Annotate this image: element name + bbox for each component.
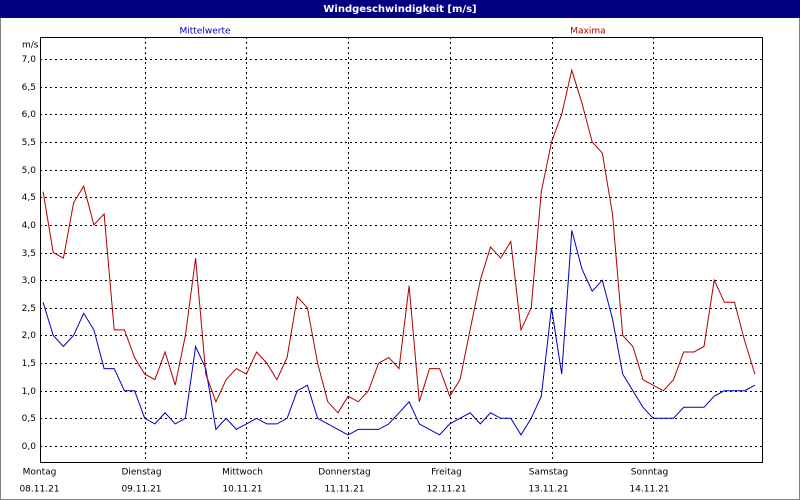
y-tick-label: 5,5	[22, 138, 36, 148]
y-axis-label: m/s	[22, 41, 39, 51]
x-tick-label: Mittwoch	[222, 468, 263, 478]
x-tick-label: Freitag	[431, 468, 462, 478]
y-tick-label: 4,5	[22, 193, 36, 203]
y-tick-label: 4,0	[22, 221, 37, 231]
series-label: Maxima	[570, 27, 605, 37]
plot-area	[40, 37, 763, 463]
x-tick-label: Samstag	[529, 468, 568, 478]
x-tick-label: Sonntag	[631, 468, 668, 478]
y-tick-label: 1,0	[22, 387, 37, 397]
y-tick-label: 5,0	[22, 166, 37, 176]
series-line	[42, 68, 756, 414]
y-tick-label: 3,5	[22, 249, 36, 259]
x-tick-date: 12.11.21	[426, 485, 466, 495]
series-line	[42, 230, 756, 436]
y-tick-label: 2,0	[22, 331, 37, 341]
chart-title: Windgeschwindigkeit [m/s]	[323, 4, 476, 15]
y-tick-label: 0,5	[22, 414, 36, 424]
x-tick-date: 11.11.21	[324, 485, 364, 495]
y-tick-label: 7,0	[22, 55, 37, 65]
y-tick-label: 1,5	[22, 359, 36, 369]
x-tick-date: 10.11.21	[222, 485, 262, 495]
x-tick-label: Dienstag	[121, 468, 161, 478]
y-tick-label: 6,0	[22, 110, 37, 120]
y-tick-label: 6,5	[22, 83, 36, 93]
title-bar	[0, 0, 800, 18]
x-tick-date: 13.11.21	[528, 485, 568, 495]
x-tick-date: 08.11.21	[19, 485, 59, 495]
y-tick-label: 2,5	[22, 304, 36, 314]
x-tick-date: 14.11.21	[629, 485, 669, 495]
series-label: Mittelwerte	[179, 27, 230, 37]
x-tick-label: Montag	[23, 468, 57, 478]
y-tick-label: 0,0	[22, 442, 37, 452]
x-tick-date: 09.11.21	[121, 485, 161, 495]
y-tick-label: 3,0	[22, 276, 37, 286]
x-tick-label: Donnerstag	[318, 468, 371, 478]
